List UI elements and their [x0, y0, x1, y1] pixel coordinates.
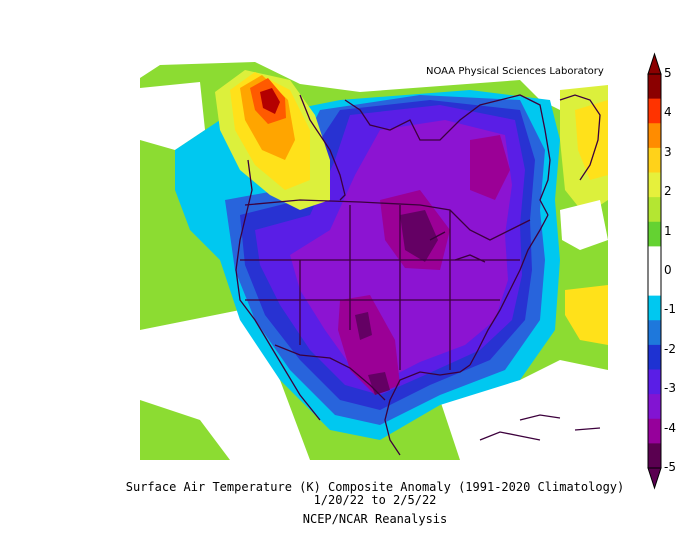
colorbar-segment	[648, 320, 661, 346]
colorbar-tick-label: -5	[664, 460, 676, 474]
colorbar-tick-label: 5	[664, 66, 672, 80]
zero-patch-caribbean	[440, 360, 608, 460]
arctic-coast	[344, 94, 551, 216]
darkest-core-minnesota	[400, 210, 438, 262]
colorbar-segment	[648, 246, 661, 272]
colorbar-segment	[648, 369, 661, 395]
great-lakes	[429, 231, 486, 263]
greenland-coast	[559, 94, 601, 181]
colorbar	[647, 52, 662, 490]
alaska-coast	[299, 94, 346, 201]
warm-dark-red	[260, 88, 280, 114]
colorbar-tick-label: -3	[664, 381, 676, 396]
colorbar-tick-label: 2	[664, 184, 672, 199]
gulf-coast	[384, 364, 471, 456]
pacific-coast	[235, 159, 321, 421]
colorbar-segment	[648, 123, 661, 149]
zero-patch-atlantic	[560, 200, 608, 250]
colorbar-segment	[648, 344, 661, 370]
colorbar-tick-label: 4	[664, 105, 672, 120]
warm-atlantic-yellow	[565, 285, 608, 345]
colorbar-segment	[648, 197, 661, 223]
colorbar-segment	[648, 271, 661, 297]
caption-title: Surface Air Temperature (K) Composite An…	[125, 480, 625, 494]
state-borders	[240, 205, 520, 370]
anomaly-field	[140, 62, 608, 460]
credit-label: NOAA Physical Sciences Laboratory	[426, 66, 604, 77]
caribbean-islands	[479, 414, 601, 441]
colorbar-tick-label: -2	[664, 341, 676, 356]
colorbar-tick-label: 1	[664, 223, 672, 238]
caption-source: NCEP/NCAR Reanalysis	[302, 512, 448, 526]
darkest-core-oklahoma	[355, 312, 372, 340]
colorbar-tick-label: -4	[664, 420, 676, 435]
colorbar-tick-label: 0	[664, 263, 672, 277]
colorbar-tick-label: 3	[664, 144, 672, 159]
core-quebec	[470, 135, 510, 200]
colorbar-segment	[648, 418, 661, 444]
coastlines	[235, 94, 601, 456]
colorbar-segment	[648, 221, 661, 247]
core-texas	[338, 295, 400, 395]
colorbar-top-arrow	[647, 52, 662, 75]
caption-dates: 1/20/22 to 2/5/22	[313, 493, 437, 507]
colorbar-segment	[648, 443, 661, 469]
us-mexico-border	[274, 344, 386, 401]
zero-patch-pacific	[140, 310, 310, 460]
colorbar-segment	[648, 172, 661, 198]
colorbar-bottom-arrow	[647, 467, 662, 490]
colorbar-segment	[648, 394, 661, 420]
zero-patch-northwest	[140, 82, 205, 150]
atlantic-coast	[469, 214, 549, 366]
colorbar-segment	[648, 74, 661, 100]
colorbar-segment	[648, 147, 661, 173]
colorbar-segment	[648, 295, 661, 321]
colorbar-tick-label: -1	[664, 302, 676, 317]
colorbar-segment	[648, 98, 661, 124]
